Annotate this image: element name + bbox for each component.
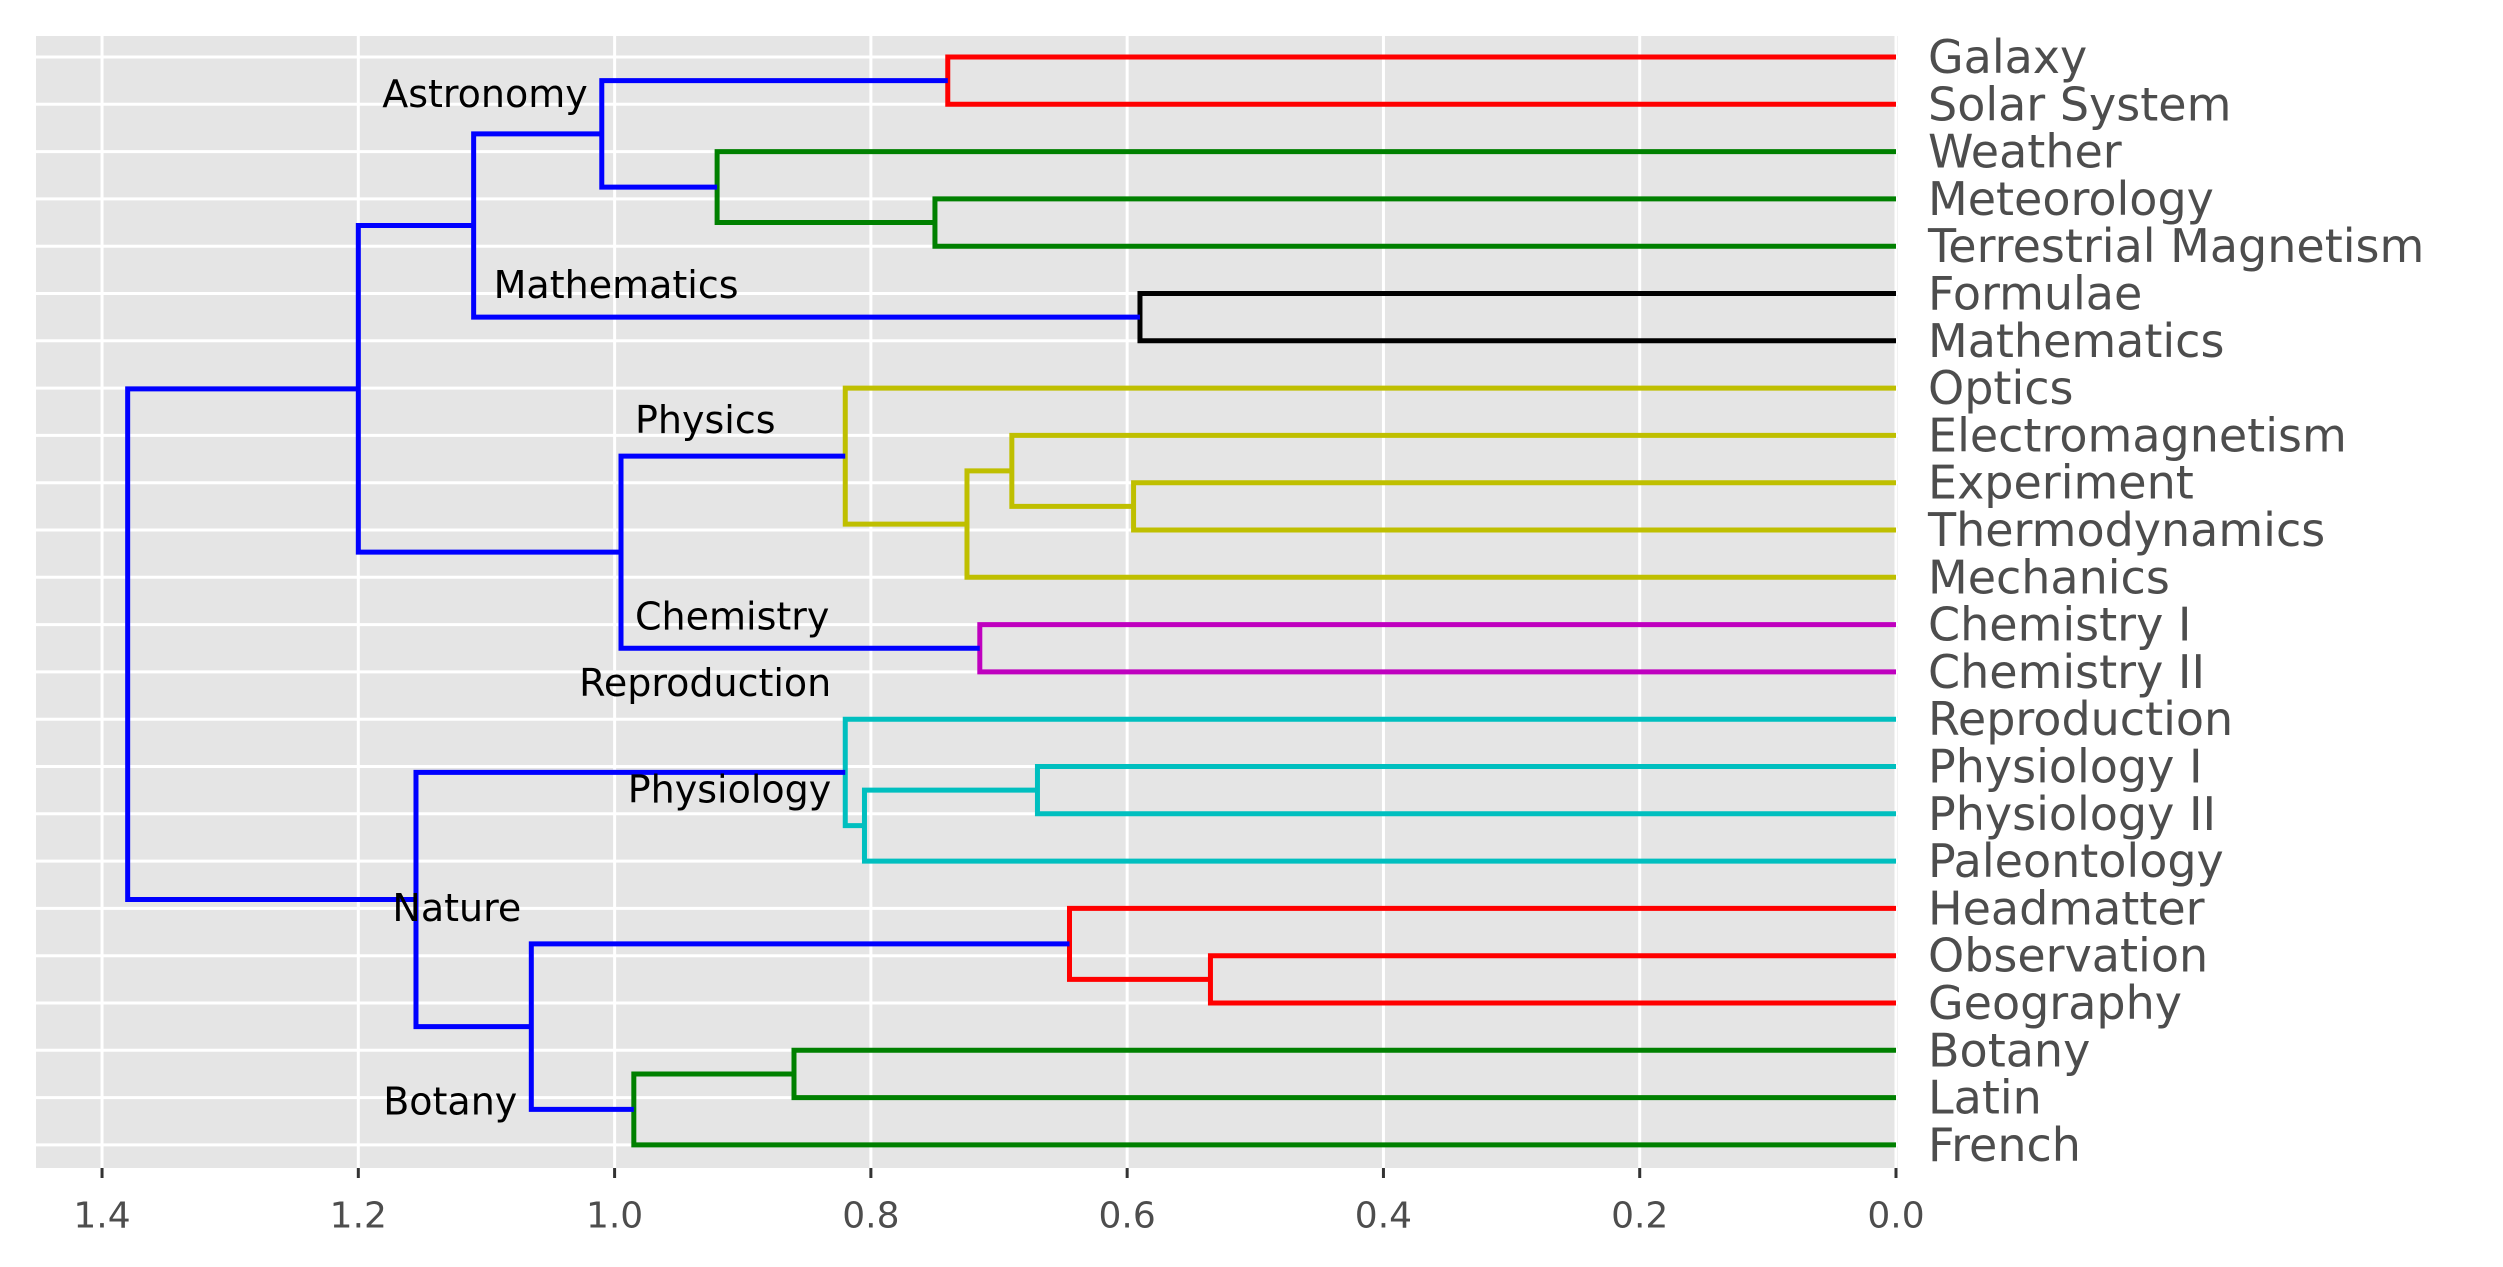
x-tick-label-1: 1.2 — [330, 1196, 387, 1237]
leaf-label-22: Latin — [1928, 1071, 2042, 1125]
leaf-label-13: Chemistry II — [1928, 645, 2205, 699]
leaf-label-21: Botany — [1928, 1023, 2090, 1077]
cluster-label-1: Mathematics — [494, 263, 739, 307]
leaf-label-23: French — [1928, 1118, 2081, 1172]
leaf-label-15: Physiology I — [1928, 740, 2203, 794]
plot-panel — [36, 36, 1898, 1168]
leaf-label-12: Chemistry I — [1928, 598, 2192, 652]
leaf-label-14: Reproduction — [1928, 692, 2233, 746]
leaf-label-10: Thermodynamics — [1927, 503, 2325, 557]
leaf-label-18: Headmatter — [1928, 881, 2205, 935]
leaf-label-4: Terrestrial Magnetism — [1927, 219, 2424, 273]
cluster-label-5: Physiology — [628, 768, 832, 812]
leaf-label-0: Galaxy — [1928, 30, 2087, 84]
cluster-label-6: Nature — [392, 886, 521, 930]
link-root — [125, 386, 416, 903]
x-axis-ticks: 1.4 1.2 1.0 0.8 0.6 0.4 0.2 0.0 — [73, 1168, 1925, 1237]
leaf-label-2: Weather — [1928, 125, 2122, 179]
x-tick-label-2: 1.0 — [586, 1196, 643, 1237]
cluster-label-3: Chemistry — [635, 594, 829, 638]
cluster-label-0: Astronomy — [382, 72, 588, 116]
leaf-label-20: Geography — [1928, 976, 2182, 1030]
leaf-label-8: Electromagnetism — [1928, 408, 2347, 462]
x-tick-label-4: 0.6 — [1099, 1196, 1156, 1237]
x-tick-label-5: 0.4 — [1355, 1196, 1412, 1237]
link-exp_thermo — [1131, 480, 1896, 533]
leaf-label-1: Solar System — [1928, 77, 2231, 131]
leaf-label-3: Meteorology — [1928, 172, 2214, 226]
leaf-label-11: Mechanics — [1928, 550, 2170, 604]
leaf-label-9: Experiment — [1928, 456, 2194, 510]
cluster-labels: Astronomy Mathematics Physics Chemistry Repr… — [382, 72, 831, 1124]
leaf-label-7: Optics — [1928, 361, 2073, 415]
x-tick-label-3: 0.8 — [842, 1196, 899, 1237]
dendrogram-links — [125, 54, 1896, 1148]
leaf-label-16: Physiology II — [1928, 787, 2216, 841]
leaf-label-17: Paleontology — [1928, 834, 2224, 888]
leaf-label-5: Formulae — [1928, 267, 2142, 321]
leaf-label-19: Observation — [1928, 929, 2208, 983]
link-nature — [1067, 905, 1896, 982]
cluster-label-2: Physics — [635, 398, 776, 442]
x-tick-label-0: 1.4 — [73, 1196, 130, 1237]
x-tick-label-6: 0.2 — [1611, 1196, 1668, 1237]
cluster-label-4: Reproduction — [579, 661, 831, 705]
x-tick-label-7: 0.0 — [1867, 1196, 1924, 1237]
cluster-label-7: Botany — [383, 1079, 517, 1123]
leaf-label-6: Mathematics — [1928, 314, 2224, 368]
